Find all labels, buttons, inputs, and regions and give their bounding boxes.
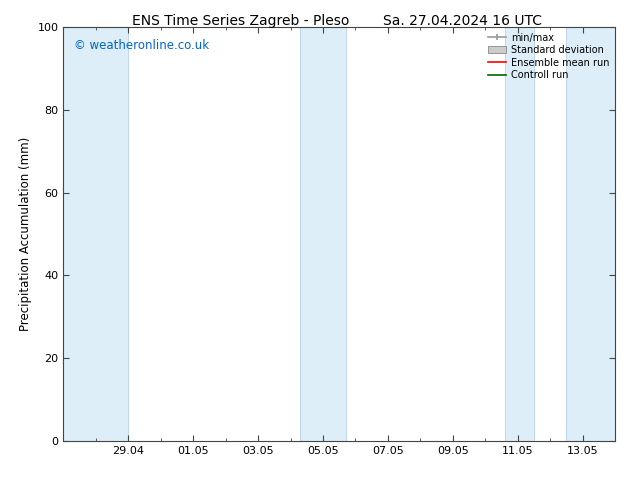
Bar (63, 27, 128, 441)
Bar (301, 27, 346, 441)
Text: © weatheronline.co.uk: © weatheronline.co.uk (74, 39, 210, 52)
Y-axis label: Precipitation Accumulation (mm): Precipitation Accumulation (mm) (19, 137, 32, 331)
Bar (566, 27, 615, 441)
Text: ENS Time Series Zagreb - Pleso: ENS Time Series Zagreb - Pleso (133, 14, 349, 28)
Legend: min/max, Standard deviation, Ensemble mean run, Controll run: min/max, Standard deviation, Ensemble me… (484, 29, 613, 84)
Bar (505, 27, 534, 441)
Text: Sa. 27.04.2024 16 UTC: Sa. 27.04.2024 16 UTC (384, 14, 542, 28)
